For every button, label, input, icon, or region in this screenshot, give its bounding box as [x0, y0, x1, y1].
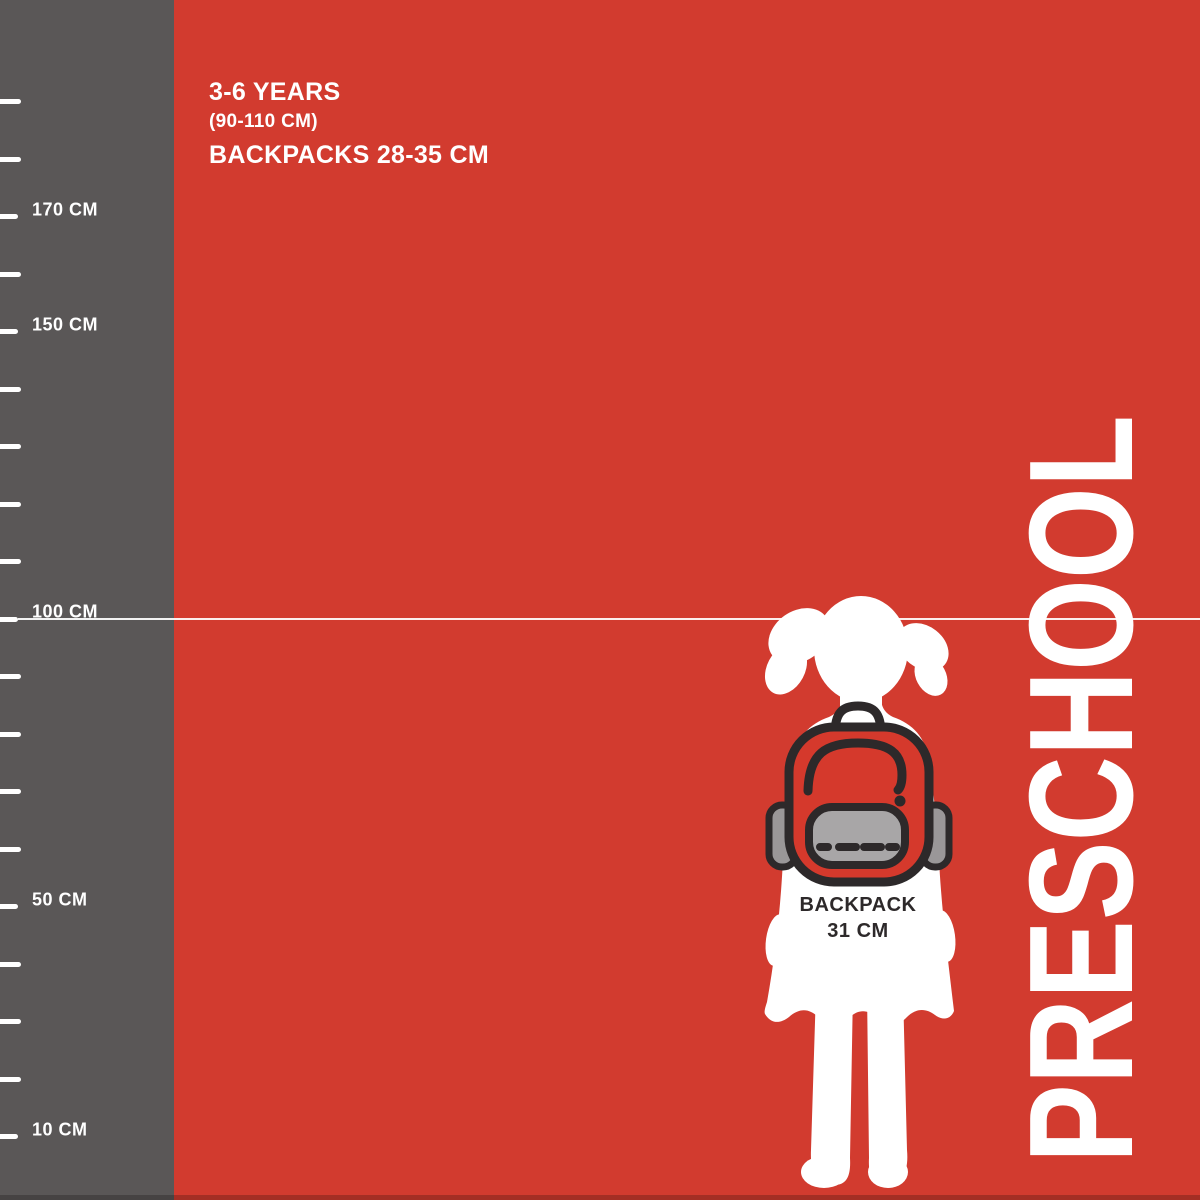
ruler-tick — [0, 329, 18, 334]
ruler-tick — [0, 444, 21, 449]
ruler-tick — [0, 271, 21, 277]
age-range-text: 3-6 YEARS — [209, 78, 341, 106]
ruler-tick — [0, 99, 21, 104]
height-range-text: (90-110 CM) — [209, 111, 318, 132]
ruler-tick — [0, 386, 21, 392]
ruler-tick-label: 150 CM — [32, 314, 99, 334]
ruler-tick-label: 10 CM — [32, 1119, 88, 1139]
ruler-tick-label: 50 CM — [32, 889, 88, 909]
bottom-edge-shade — [0, 1195, 1200, 1200]
ruler-tick-label: 100 CM — [32, 601, 99, 622]
ruler-tick-label: 170 CM — [32, 199, 99, 219]
figure-graphic: BACKPACK 31 CM — [764, 596, 956, 1188]
ruler-tick — [0, 559, 21, 564]
ruler-tick — [0, 616, 18, 622]
girl-silhouette-icon — [764, 596, 956, 1188]
header-block: 3-6 YEARS (90-110 CM) BACKPACKS 28-35 CM — [209, 80, 489, 168]
ruler-tick — [0, 501, 21, 507]
ruler-tick — [0, 1076, 21, 1082]
ruler-tick — [0, 789, 21, 794]
ruler-tick — [0, 904, 18, 909]
category-title: PRESCHOOL — [999, 415, 1164, 1163]
ruler-tick — [0, 961, 21, 967]
reference-line-100cm — [18, 618, 1200, 620]
ruler-tick — [0, 214, 18, 219]
ruler-tick — [0, 846, 21, 852]
ruler-tick — [0, 1134, 18, 1139]
ruler-tick — [0, 1019, 21, 1024]
ruler: 170 CM 150 CM 100 CM 50 CM 10 CM — [0, 0, 174, 1200]
backpack-range-text: BACKPACKS 28-35 CM — [209, 141, 489, 169]
ruler-tick — [0, 156, 21, 162]
backpack-icon — [765, 701, 953, 887]
ruler-tick — [0, 731, 21, 737]
backpack-size-label: 31 CM — [827, 920, 888, 942]
backpack-label: BACKPACK — [800, 894, 917, 916]
ruler-tick — [0, 674, 21, 679]
height-scale-panel — [0, 0, 174, 1200]
